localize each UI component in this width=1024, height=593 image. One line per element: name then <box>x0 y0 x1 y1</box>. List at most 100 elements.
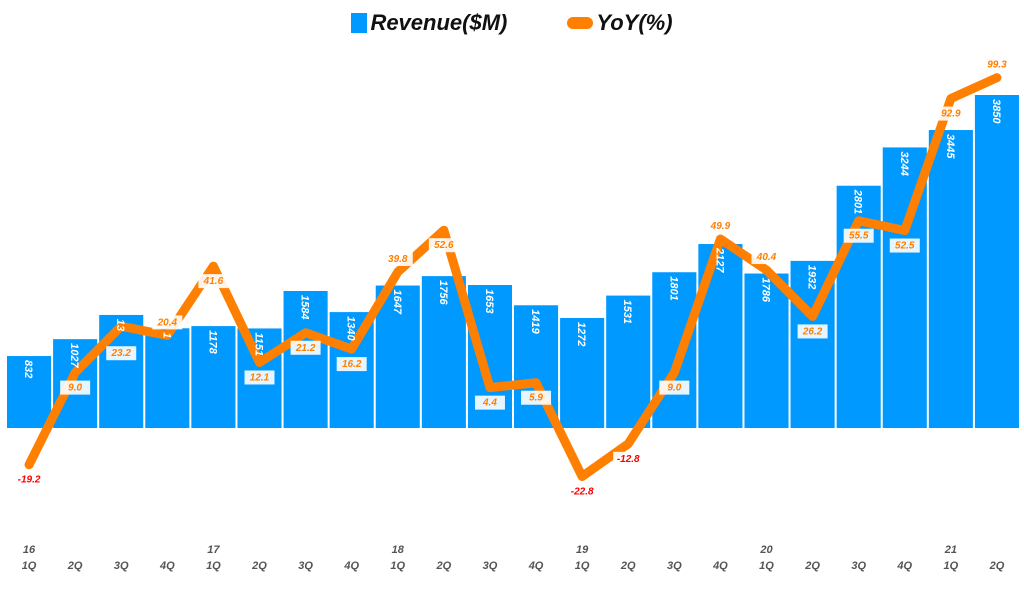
x-quarter-label: 2Q <box>804 560 820 572</box>
yoy-label-box <box>659 380 690 395</box>
yoy-value-label: 52.5 <box>895 241 915 252</box>
yoy-value-label: 55.5 <box>849 231 869 242</box>
revenue-value-label: 1 <box>160 332 172 338</box>
yoy-value-label: 49.9 <box>710 221 731 232</box>
x-quarter-label: 4Q <box>528 560 544 572</box>
x-quarter-label: 1Q <box>206 560 221 572</box>
revenue-value-label: 1027 <box>68 343 80 368</box>
x-quarter-label: 3Q <box>298 560 313 572</box>
revenue-bar <box>7 356 52 428</box>
yoy-label-box <box>889 238 920 253</box>
x-quarter-label: 3Q <box>667 560 682 572</box>
revenue-value-label: 1340 <box>345 316 357 341</box>
yoy-label-box <box>705 219 736 234</box>
yoy-label-box <box>244 370 275 385</box>
revenue-value-label: 3850 <box>990 99 1002 124</box>
revenue-value-label: 1419 <box>529 309 541 334</box>
yoy-label-box <box>567 484 598 499</box>
x-quarter-label: 1Q <box>944 560 959 572</box>
x-quarter-label: 2Q <box>989 560 1005 572</box>
yoy-label-box <box>797 324 828 339</box>
yoy-value-label: 99.3 <box>987 60 1007 71</box>
revenue-bar <box>744 273 789 428</box>
yoy-value-label: 39.8 <box>388 254 408 265</box>
x-quarter-label: 4Q <box>896 560 912 572</box>
legend-yoy: YoY(%) <box>567 10 673 36</box>
x-quarter-label: 3Q <box>851 560 866 572</box>
revenue-value-label: 1932 <box>806 265 818 289</box>
x-quarter-label: 4Q <box>343 560 359 572</box>
revenue-value-label: 832 <box>22 360 34 378</box>
revenue-bar <box>560 317 605 428</box>
yoy-line <box>24 73 1002 481</box>
revenue-value-label: 1647 <box>391 290 403 315</box>
x-quarter-label: 4Q <box>712 560 728 572</box>
revenue-value-label: 1584 <box>299 295 311 319</box>
legend-bar-swatch <box>351 13 368 33</box>
x-quarter-label: 4Q <box>159 560 175 572</box>
yoy-label-box <box>474 395 505 410</box>
yoy-value-label: 9.0 <box>68 383 82 394</box>
x-year-label: 21 <box>944 544 957 556</box>
x-quarter-label: 2Q <box>620 560 636 572</box>
legend-yoy-label: YoY(%) <box>596 10 673 35</box>
yoy-label-box <box>382 252 413 267</box>
yoy-label-box <box>613 451 644 466</box>
revenue-bar <box>145 328 190 428</box>
revenue-value-label: 3244 <box>898 151 910 175</box>
x-quarter-label: 2Q <box>67 560 83 572</box>
revenue-value-label: 13 <box>114 319 126 331</box>
yoy-label-box <box>60 380 91 395</box>
x-quarter-label: 3Q <box>114 560 129 572</box>
yoy-label-box <box>935 106 966 121</box>
x-quarter-label: 1Q <box>390 560 405 572</box>
x-quarter-label: 2Q <box>251 560 267 572</box>
revenue-value-label: 3445 <box>944 134 956 159</box>
legend-revenue-label: Revenue($M) <box>370 10 508 35</box>
yoy-value-label: 4.4 <box>482 398 497 409</box>
x-year-label: 19 <box>576 544 589 556</box>
legend-line-swatch <box>567 17 594 29</box>
yoy-value-label: 5.9 <box>529 393 543 404</box>
revenue-bar <box>606 295 651 428</box>
yoy-value-label: 92.9 <box>941 109 961 120</box>
revenue-value-label: 1151 <box>253 332 265 356</box>
yoy-value-label: 52.6 <box>434 240 454 251</box>
yoy-value-label: -19.2 <box>18 475 41 486</box>
legend-revenue: Revenue($M) <box>351 10 507 36</box>
yoy-value-label: 16.2 <box>342 359 362 370</box>
yoy-label-box <box>751 250 782 265</box>
revenue-bar <box>283 290 328 428</box>
legend: Revenue($M) YoY(%) <box>0 10 1024 36</box>
yoy-value-label: 40.4 <box>756 252 777 263</box>
revenue-value-label: 1653 <box>483 289 495 313</box>
revenue-bar <box>928 130 973 428</box>
revenue-value-label: 2127 <box>713 247 725 273</box>
x-quarter-label: 2Q <box>436 560 452 572</box>
yoy-label-box <box>521 390 552 405</box>
revenue-value-label: 1531 <box>621 300 633 324</box>
yoy-label-box <box>428 238 459 253</box>
revenue-value-label: 1756 <box>437 280 449 305</box>
yoy-label-box <box>152 315 183 330</box>
revenue-value-label: 1801 <box>667 276 679 300</box>
yoy-label-box <box>14 472 45 487</box>
x-year-label: 18 <box>392 544 405 556</box>
x-year-label: 20 <box>759 544 773 556</box>
yoy-label-box <box>198 274 229 289</box>
revenue-bar <box>99 314 144 428</box>
revenue-bar <box>191 326 236 428</box>
x-quarter-label: 1Q <box>22 560 37 572</box>
revenue-value-label: 1178 <box>206 330 218 355</box>
yoy-value-label: 23.2 <box>110 348 131 359</box>
yoy-value-label: 9.0 <box>667 383 681 394</box>
revenue-value-label: 1786 <box>760 278 772 303</box>
x-year-label: 17 <box>207 544 220 556</box>
revenue-value-label: 1272 <box>575 322 587 346</box>
yoy-value-label: -22.8 <box>571 486 594 497</box>
yoy-value-label: 21.2 <box>295 343 316 354</box>
yoy-label-box <box>843 228 874 243</box>
x-quarter-label: 1Q <box>575 560 590 572</box>
